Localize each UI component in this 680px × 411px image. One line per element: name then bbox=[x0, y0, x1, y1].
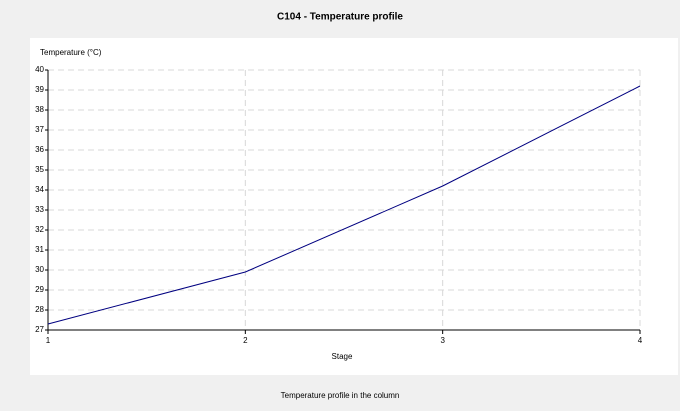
y-tick-label: 29 bbox=[35, 285, 44, 294]
x-tick-label: 4 bbox=[638, 336, 643, 345]
y-tick-label: 30 bbox=[35, 265, 44, 274]
plot-panel bbox=[30, 38, 678, 375]
y-tick-label: 32 bbox=[35, 225, 44, 234]
y-tick-label: 33 bbox=[35, 205, 44, 214]
x-axis-label: Stage bbox=[332, 352, 353, 361]
x-tick-label: 2 bbox=[243, 336, 248, 345]
chart-title: C104 - Temperature profile bbox=[277, 12, 403, 23]
y-tick-label: 37 bbox=[35, 125, 44, 134]
data-line bbox=[47, 85, 641, 325]
y-tick-label: 35 bbox=[35, 165, 44, 174]
y-tick-label: 39 bbox=[35, 85, 44, 94]
y-tick-label: 28 bbox=[35, 305, 44, 314]
x-tick-label: 1 bbox=[46, 336, 51, 345]
y-tick-label: 31 bbox=[35, 245, 44, 254]
y-tick-label: 27 bbox=[35, 325, 44, 334]
y-axis-label: Temperature (°C) bbox=[40, 48, 102, 57]
y-tick-label: 36 bbox=[35, 145, 44, 154]
x-tick-label: 3 bbox=[440, 336, 445, 345]
y-tick-label: 40 bbox=[35, 65, 44, 74]
footer: Temperature profile in the column bbox=[281, 391, 400, 400]
y-tick-label: 38 bbox=[35, 105, 44, 114]
y-tick-label: 34 bbox=[35, 185, 44, 194]
